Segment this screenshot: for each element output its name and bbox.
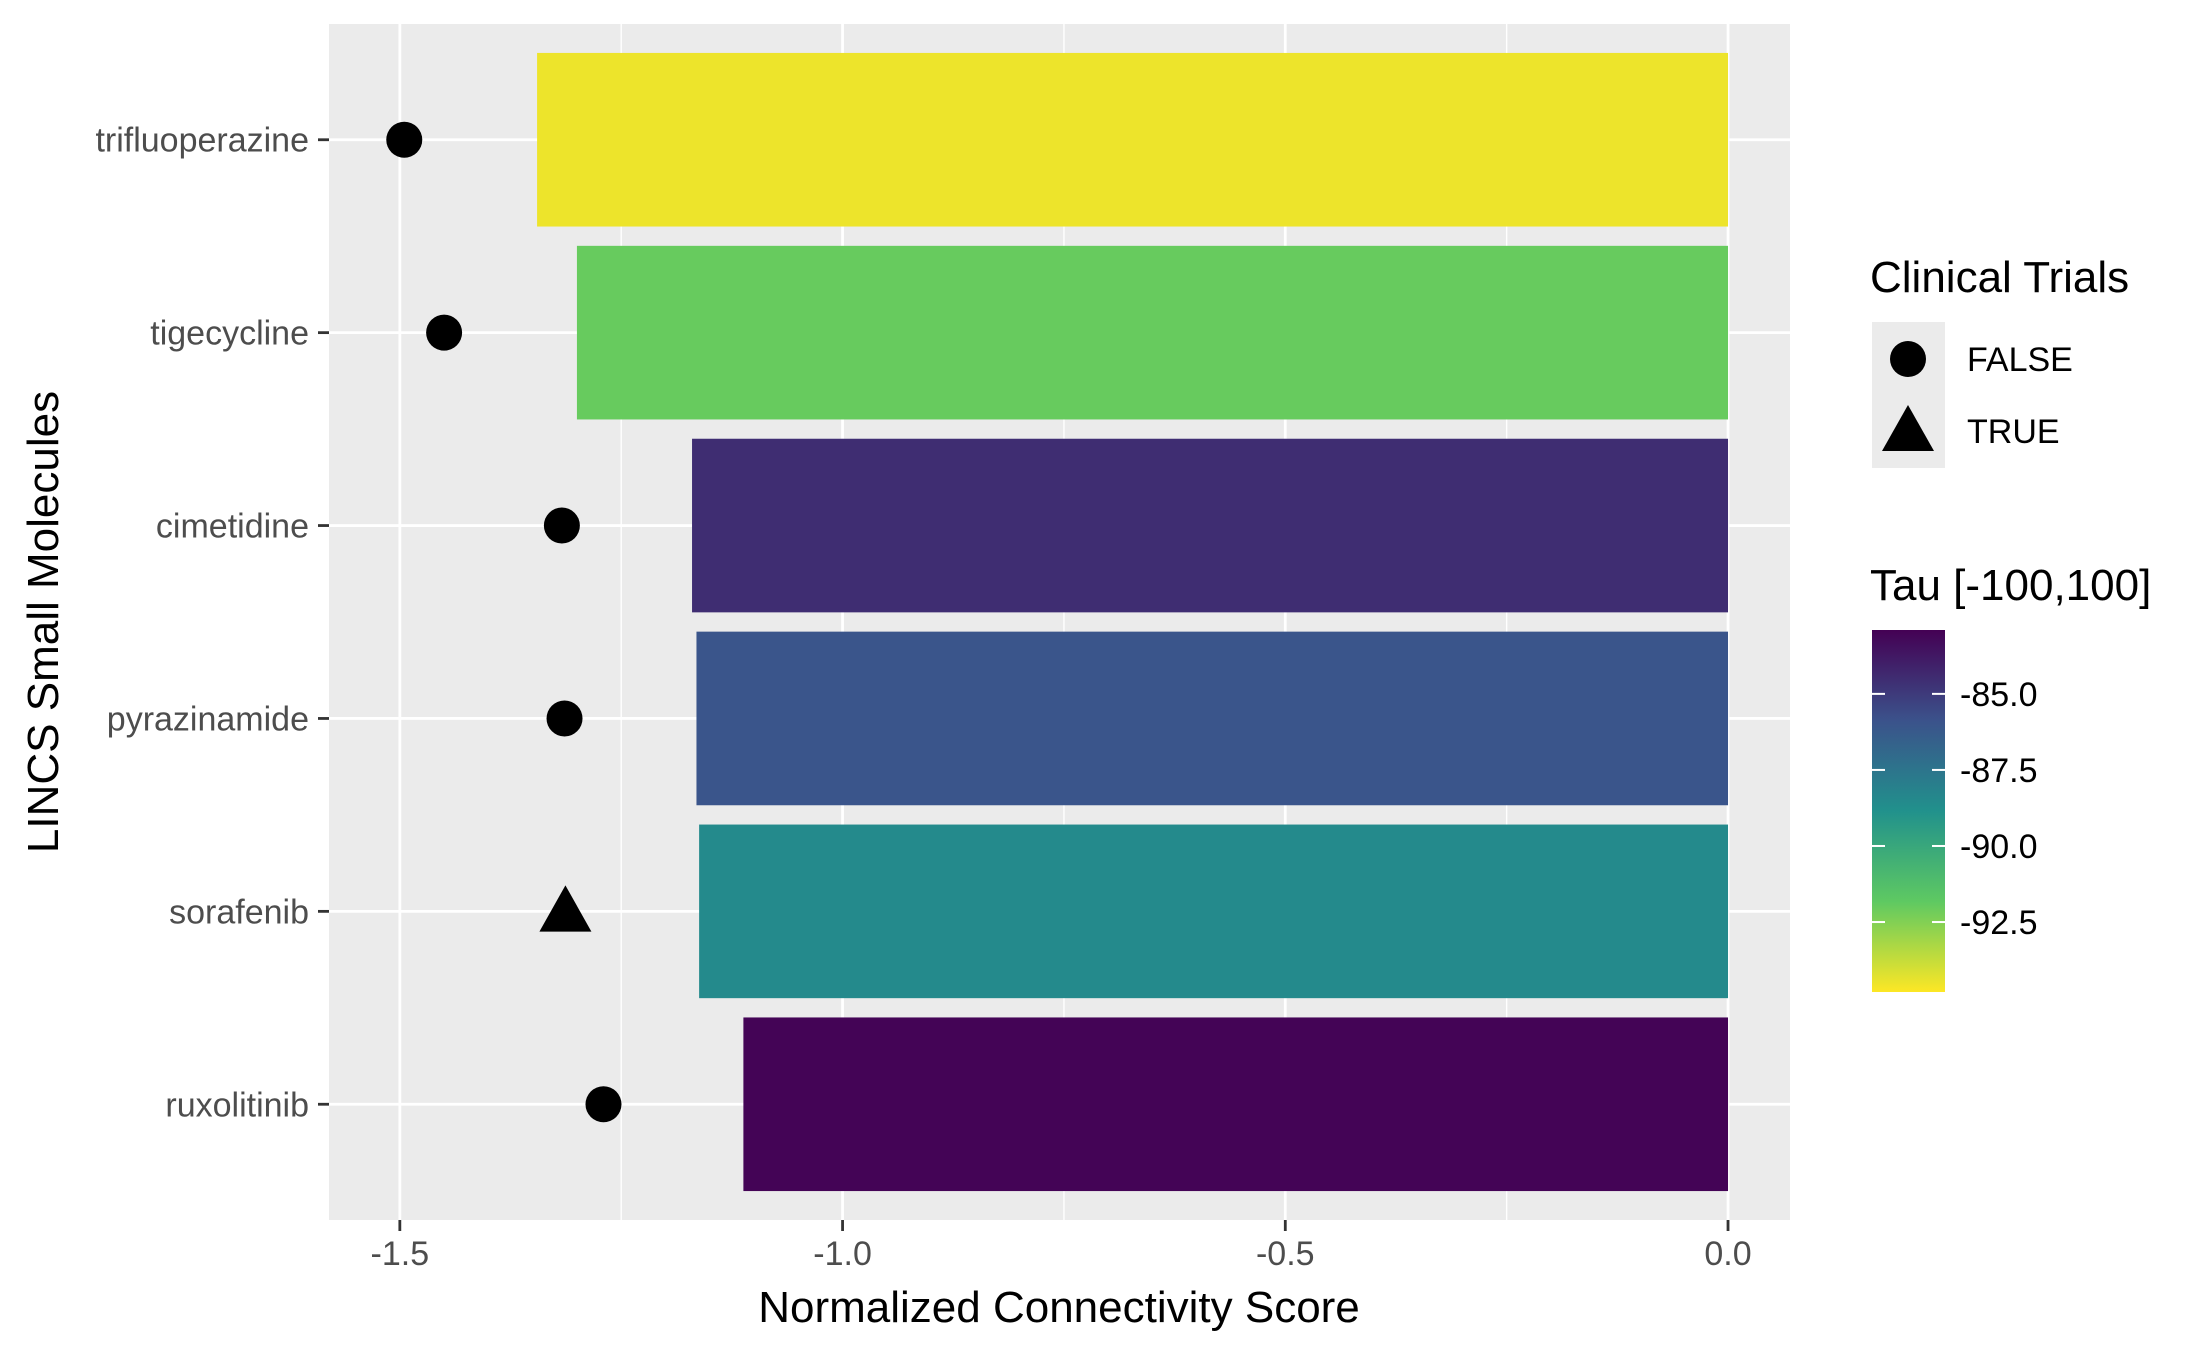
bar-trifluoperazine [537,52,1729,227]
x-axis-title: Normalized Connectivity Score [758,1283,1360,1332]
legend-tau: Tau [-100,100] -85.0 -87.5 -90.0 -92.5 [1870,561,2151,992]
points [386,121,622,1123]
legend-shape-title: Clinical Trials [1870,253,2129,302]
bar-pyrazinamide [696,631,1729,806]
point-circle-ruxolitinib [585,1086,622,1123]
colorbar-tick-label: -85.0 [1960,676,2038,714]
colorbar-tick-label: -90.0 [1960,828,2038,866]
bar-ruxolitinib [743,1017,1729,1192]
legend-circle-icon [1890,341,1926,377]
legend-color-title: Tau [-100,100] [1870,561,2151,610]
x-tick-label: -0.5 [1256,1235,1315,1273]
y-axis-title: LINCS Small Molecules [19,391,68,853]
colorbar-tick-label: -87.5 [1960,752,2038,790]
bar-sorafenib [699,824,1729,999]
legend-shape-label: FALSE [1967,341,2073,379]
axes: trifluoperazine tigecycline cimetidine pyra… [95,122,1751,1273]
bar-cimetidine [692,438,1729,613]
y-tick-label: ruxolitinib [165,1086,309,1124]
point-circle-cimetidine [543,507,580,544]
point-triangle-sorafenib [539,885,592,932]
x-tick-label: 0.0 [1704,1235,1751,1273]
colorbar-tick-label: -92.5 [1960,904,2038,942]
y-tick-label: cimetidine [156,508,309,546]
point-circle-trifluoperazine [386,121,423,158]
y-tick-label: tigecycline [150,315,309,353]
legend-clinical-trials: Clinical Trials FALSE TRUE [1870,253,2129,468]
legend-triangle-icon [1882,405,1934,451]
y-tick-label: pyrazinamide [107,700,309,738]
y-tick-label: trifluoperazine [95,122,309,160]
bars [537,52,1729,1192]
bar-tigecycline [576,245,1729,420]
point-circle-pyrazinamide [546,700,583,737]
colorbar [1872,630,1945,992]
point-circle-tigecycline [426,314,463,351]
y-tick-label: sorafenib [169,893,309,931]
legend-shape-label: TRUE [1967,413,2060,451]
x-tick-label: -1.5 [371,1235,430,1273]
x-tick-label: -1.0 [813,1235,872,1273]
